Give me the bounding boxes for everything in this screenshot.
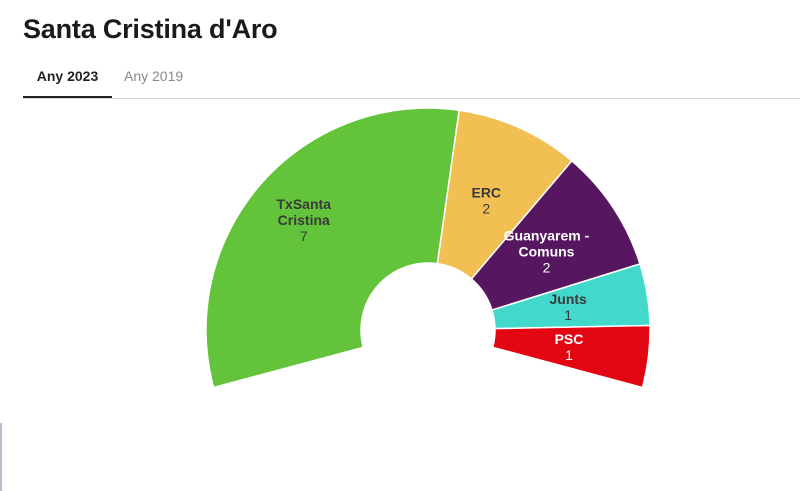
- slice-label-line: TxSanta: [277, 196, 332, 212]
- slice-label-line: ERC: [471, 185, 501, 201]
- left-edge-bar: [0, 423, 2, 491]
- slice-erc[interactable]: [436, 109, 573, 281]
- tab-any-2019[interactable]: Any 2019: [124, 68, 184, 84]
- slice-label-line: Cristina: [278, 212, 330, 228]
- slice-label-line: Comuns: [518, 244, 574, 260]
- slice-label-txsanta-cristina: TxSanta Cristina 7: [277, 196, 332, 244]
- slice-value: 1: [565, 347, 573, 363]
- slice-label-psc: PSC 1: [555, 331, 584, 363]
- slice-psc[interactable]: [491, 324, 651, 389]
- slice-label-guanyarem-comuns: Guanyarem -Comuns 2: [504, 228, 590, 276]
- slice-value: 7: [300, 228, 308, 244]
- page-title: Santa Cristina d'Aro: [23, 14, 278, 44]
- tab-any-2023[interactable]: Any 2023: [23, 68, 112, 98]
- slice-label-line: PSC: [555, 331, 584, 347]
- slice-label-line: Guanyarem -: [504, 228, 590, 244]
- slice-value: 2: [543, 260, 551, 276]
- slice-label-erc: ERC 2: [471, 185, 501, 217]
- slice-txsanta-cristina[interactable]: [205, 107, 461, 389]
- slice-value: 2: [482, 201, 490, 217]
- slice-label-junts: Junts 1: [549, 291, 587, 323]
- seat-chart-container: TxSanta Cristina 7 ERC 2 Guanyarem -Comuns 2 Ju…: [0, 100, 800, 491]
- slice-value: 1: [564, 307, 572, 323]
- slice-label-line: Junts: [549, 291, 587, 307]
- slice-guanyarem-comuns[interactable]: [470, 159, 641, 312]
- year-tabs: Any 2023 Any 2019: [23, 60, 800, 99]
